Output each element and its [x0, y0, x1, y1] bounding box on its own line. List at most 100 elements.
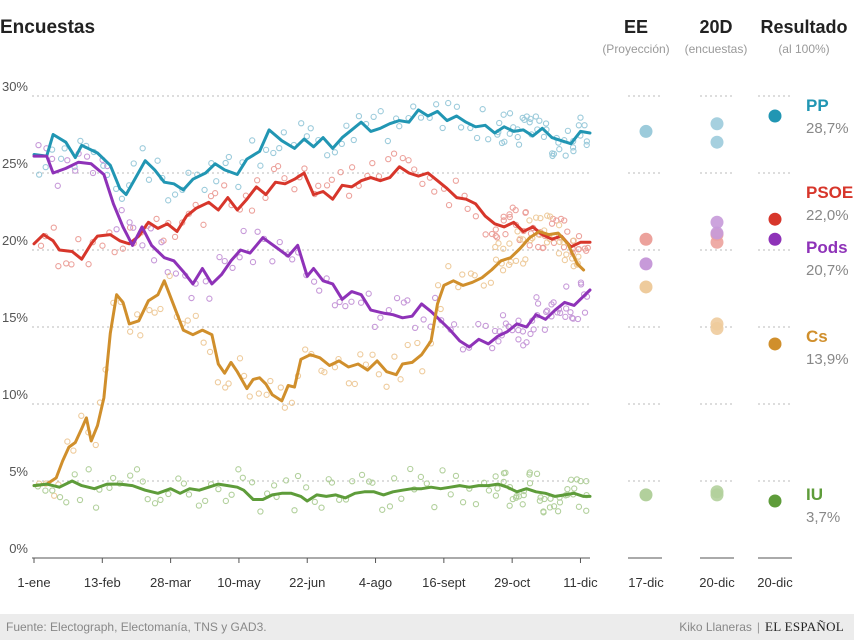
- poll-dot-cs: [516, 235, 524, 242]
- poll-dot-pods: [371, 323, 378, 331]
- poll-dot-pp: [514, 133, 521, 141]
- poll-dot-pods: [563, 283, 570, 290]
- poll-dot-cs: [240, 372, 248, 380]
- poll-dot-cs: [391, 353, 398, 360]
- poll-dot-pp: [549, 152, 556, 160]
- poll-dot-pp: [526, 119, 533, 126]
- poll-dot-pp: [500, 111, 507, 118]
- result-value-iu: 3,7%: [806, 509, 840, 526]
- poll-dot-pp: [307, 125, 314, 132]
- poll-dot-iu: [291, 507, 298, 514]
- poll-dot-cs: [206, 348, 214, 356]
- x-tick-label: 1-ene: [17, 575, 50, 590]
- poll-dot-pods: [377, 314, 384, 321]
- poll-dot-cs: [236, 355, 244, 362]
- ee-column-title: EE: [624, 17, 648, 37]
- poll-dot-pp: [280, 129, 287, 136]
- poll-dot-pp: [225, 153, 233, 161]
- poll-dot-psoe: [561, 217, 568, 224]
- poll-dot-iu: [571, 485, 578, 492]
- poll-dot-pp: [569, 144, 577, 151]
- poll-dot-pp: [262, 146, 270, 153]
- poll-dot-psoe: [315, 182, 322, 189]
- poll-dot-psoe: [301, 165, 308, 172]
- poll-dot-pp: [377, 108, 384, 115]
- poll-dot-pods: [519, 328, 527, 335]
- poll-dot-iu: [506, 502, 513, 509]
- poll-dot-pods: [139, 242, 146, 249]
- poll-dot-pods: [581, 309, 589, 316]
- poll-dot-pp: [324, 152, 331, 159]
- poll-dot-pp: [355, 112, 363, 120]
- poll-dot-iu: [185, 491, 193, 498]
- poll-dot-pods: [357, 299, 365, 306]
- poll-dot-cs: [397, 376, 404, 383]
- poll-dot-iu: [202, 497, 209, 505]
- poll-dot-pp: [575, 122, 582, 129]
- poll-dot-iu: [485, 487, 493, 494]
- 20d-poll-dot-cs: [710, 322, 724, 336]
- poll-dot-psoe: [452, 177, 460, 184]
- poll-dot-pp: [583, 141, 590, 149]
- poll-dot-pp: [384, 137, 392, 145]
- poll-dot-pp: [185, 169, 192, 176]
- poll-dot-cs: [471, 272, 478, 279]
- poll-dot-cs: [419, 368, 426, 375]
- ee-projection-dot-psoe: [639, 232, 653, 246]
- poll-dot-pods: [404, 297, 411, 304]
- poll-dot-psoe: [63, 260, 70, 267]
- result-dot-pods: [768, 232, 782, 246]
- poll-dot-psoe: [445, 201, 453, 209]
- poll-dot-cs: [267, 377, 274, 385]
- poll-dot-pp: [577, 114, 584, 121]
- poll-dot-pp: [298, 120, 305, 127]
- poll-dot-iu: [502, 469, 509, 476]
- poll-dot-iu: [519, 501, 526, 508]
- poll-dot-iu: [270, 482, 278, 489]
- poll-dot-cs: [445, 263, 452, 270]
- trend-line-pods: [32, 154, 592, 349]
- ee-projection-dot-pp: [639, 124, 653, 138]
- poll-dot-cs: [357, 351, 364, 358]
- chart-title: Encuestas: [0, 17, 95, 38]
- poll-dot-psoe: [85, 261, 92, 268]
- poll-dot-cs: [192, 312, 199, 319]
- 20d-column-title: 20D: [699, 17, 732, 37]
- poll-dot-psoe: [506, 211, 513, 218]
- poll-dot-pp: [410, 103, 417, 110]
- poll-dot-iu: [302, 484, 310, 491]
- poll-dot-psoe: [506, 213, 513, 221]
- poll-dot-pods: [64, 157, 71, 164]
- poll-dot-iu: [520, 491, 527, 499]
- poll-dot-psoe: [539, 244, 546, 252]
- result-value-psoe: 22,0%: [806, 207, 849, 224]
- poll-dot-cs: [480, 282, 487, 289]
- result-dot-iu: [768, 494, 782, 508]
- poll-dot-iu: [144, 495, 151, 503]
- poll-dot-cs: [459, 271, 466, 278]
- poll-dot-cs: [263, 391, 270, 398]
- poll-dot-psoe: [564, 228, 571, 235]
- poll-dot-pp: [473, 134, 481, 142]
- poll-dot-iu: [386, 503, 394, 510]
- poll-dot-psoe: [75, 235, 82, 243]
- poll-dot-pods: [147, 225, 154, 232]
- poll-dot-pp: [270, 149, 277, 157]
- poll-dot-psoe: [119, 245, 127, 252]
- y-tick-label: 10%: [2, 387, 28, 402]
- poll-dot-psoe: [323, 182, 331, 189]
- poll-dot-psoe: [482, 231, 489, 238]
- poll-dot-iu: [325, 476, 332, 483]
- result-dot-pp: [768, 109, 782, 123]
- poll-dot-psoe: [328, 176, 336, 183]
- poll-dot-psoe: [492, 226, 499, 233]
- poll-dot-cs: [555, 222, 563, 229]
- poll-dot-psoe: [553, 217, 560, 224]
- poll-dot-cs: [492, 256, 500, 263]
- poll-dot-psoe: [207, 192, 215, 200]
- poll-dot-iu: [513, 493, 520, 500]
- poll-dot-cs: [157, 305, 164, 313]
- poll-dot-iu: [540, 509, 547, 516]
- poll-dot-pp: [42, 163, 49, 171]
- poll-dot-psoe: [399, 154, 406, 162]
